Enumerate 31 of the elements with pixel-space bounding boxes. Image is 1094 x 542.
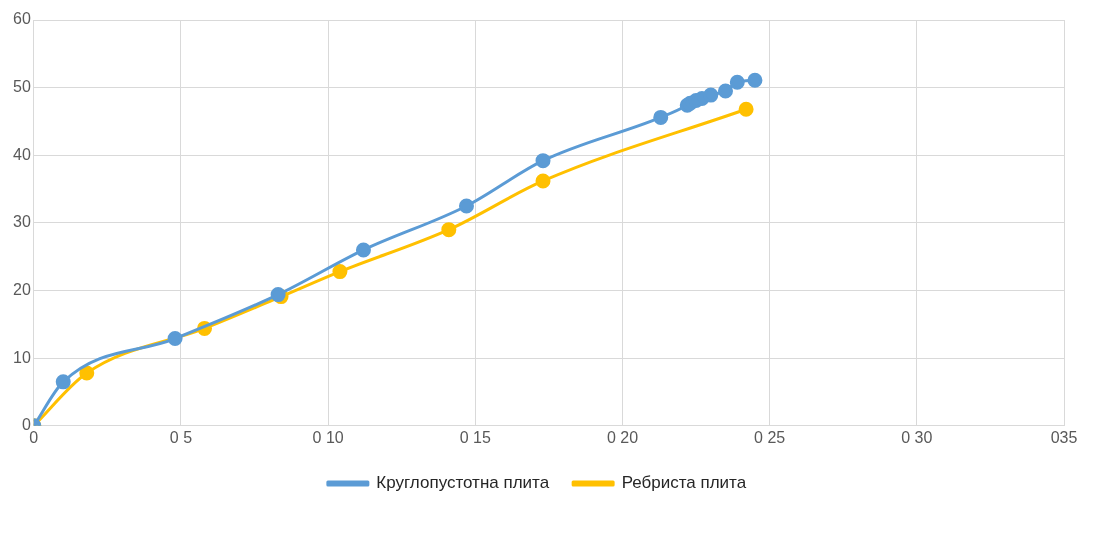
x-tick-label: 035 [1050, 428, 1078, 446]
point [441, 222, 457, 238]
legend-label: Ребриста плита [621, 473, 747, 493]
point [535, 173, 551, 189]
point [703, 87, 719, 103]
point [747, 72, 763, 88]
point [718, 83, 734, 99]
point [355, 242, 371, 258]
x-tick-label: 0 20 [606, 428, 639, 446]
point [729, 74, 745, 90]
point [79, 365, 95, 381]
legend-label: Круглопустотна плита [376, 473, 550, 493]
x-tick-label: 0 5 [169, 428, 193, 446]
y-tick-label: 50 [13, 78, 31, 96]
point [167, 331, 183, 347]
y-tick-label: 30 [13, 213, 31, 231]
y-tick-label: 10 [13, 348, 31, 366]
point [332, 264, 348, 280]
y-tick-label: 40 [13, 145, 31, 163]
point [535, 153, 551, 169]
point [55, 374, 71, 390]
y-tick-label: 0 [21, 416, 31, 434]
point [458, 198, 474, 214]
y-tick-label: 20 [13, 280, 31, 298]
x-tick-label: 0 25 [754, 428, 786, 446]
x-tick-label: 0 30 [901, 428, 933, 446]
x-tick-label: 0 10 [312, 428, 344, 446]
x-tick-label: 0 15 [459, 428, 491, 446]
point [653, 109, 669, 125]
point [738, 101, 754, 117]
y-tick-label: 60 [13, 10, 31, 28]
